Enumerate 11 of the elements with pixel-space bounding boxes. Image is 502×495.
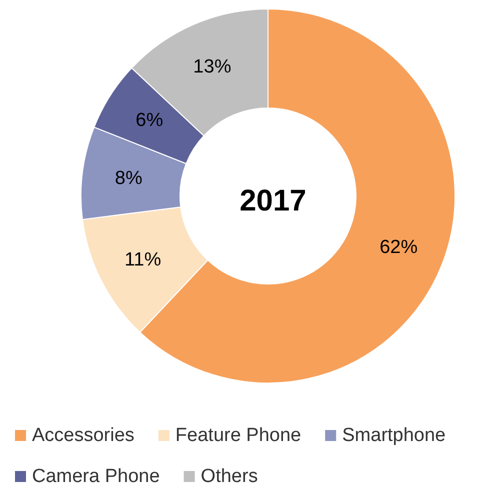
data-label: 8% — [114, 168, 142, 189]
data-label: 62% — [380, 237, 418, 258]
legend-label: Accessories — [32, 425, 134, 446]
data-label: 6% — [136, 110, 164, 132]
legend-label: Others — [200, 466, 258, 487]
legend-label: Smartphone — [342, 425, 446, 446]
text: 2017 — [240, 184, 306, 218]
data-label: 13% — [193, 56, 232, 78]
data-label: 11% — [124, 249, 162, 270]
legend-label: Feature Phone — [175, 425, 302, 446]
legend-label: Camera Phone — [32, 466, 160, 487]
